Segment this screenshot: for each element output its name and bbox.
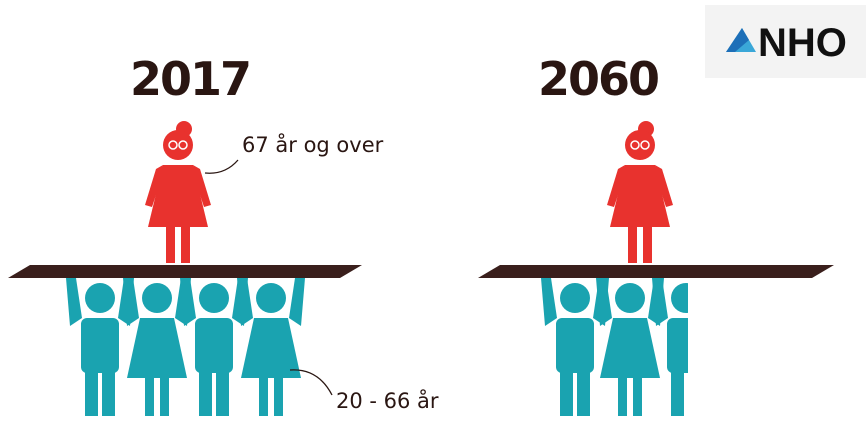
page: NHO 2017 67 år og over 20 - 66 år 2060 (… xyxy=(0,0,866,424)
plank xyxy=(478,265,834,278)
leader-line xyxy=(205,160,238,173)
workers xyxy=(66,278,305,416)
workers-label: 20 - 66 år xyxy=(336,388,439,413)
elderly-label: 67 år og over xyxy=(242,132,384,157)
elderly xyxy=(607,121,673,263)
plank xyxy=(8,265,362,278)
logo-text: NHO xyxy=(758,21,847,65)
elderly xyxy=(145,121,211,263)
year: 2060 xyxy=(538,52,658,106)
workers xyxy=(541,278,720,416)
infographic: NHO 2017 67 år og over 20 - 66 år 2060 xyxy=(0,0,866,424)
year: 2017 xyxy=(130,52,250,106)
